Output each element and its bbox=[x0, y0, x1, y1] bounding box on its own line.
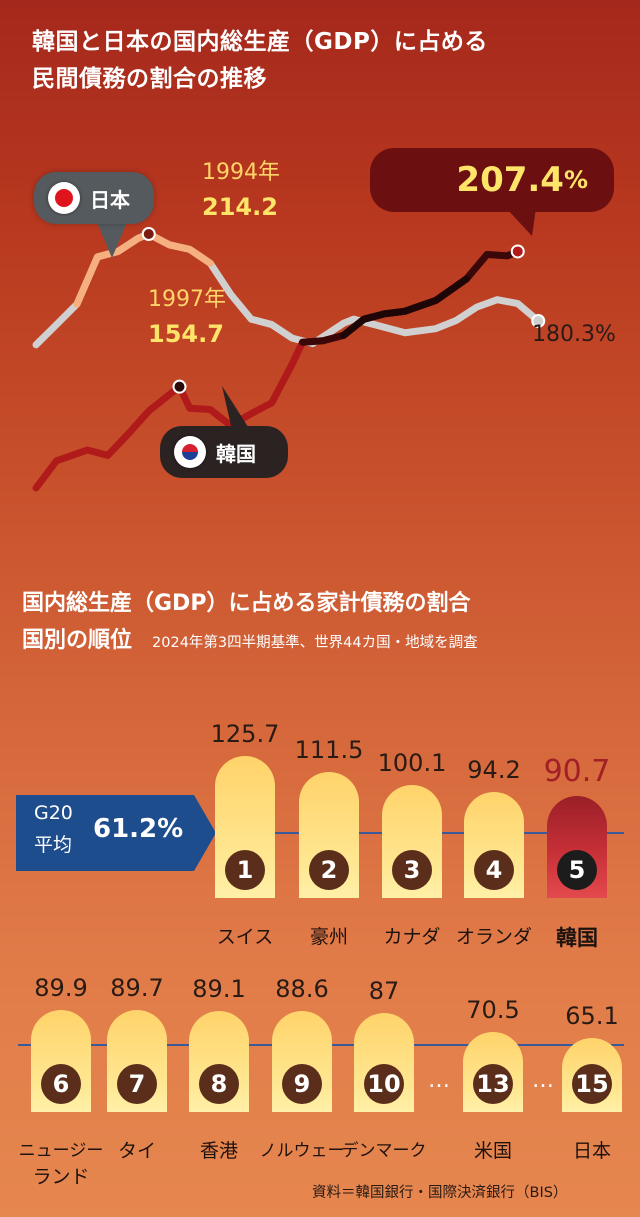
japan-peak-point bbox=[141, 227, 156, 241]
country-label: スイス bbox=[216, 926, 274, 948]
rank-badge: 7 bbox=[117, 1064, 157, 1104]
value-label: 88.6 bbox=[275, 975, 329, 1004]
japan-legend-bubble: 日本 bbox=[34, 172, 154, 224]
japan-end-value: 180.3% bbox=[532, 322, 616, 347]
g20-average-label-box bbox=[16, 795, 194, 871]
korea-1997-point bbox=[172, 379, 187, 394]
chart-title: 韓国と日本の国内総生産（GDP）に占める 民間債務の割合の推移 bbox=[32, 24, 488, 98]
rank-badge: 9 bbox=[282, 1064, 322, 1104]
line-chart bbox=[32, 208, 546, 492]
japan-bubble-tail bbox=[96, 220, 128, 258]
value-label: 89.7 bbox=[110, 974, 164, 1003]
korea-peak-year: 1997年 bbox=[148, 287, 226, 312]
country-label: 日本 bbox=[572, 1140, 611, 1162]
country-label: オランダ bbox=[455, 926, 532, 948]
section2-title-line2-text: 国別の順位 bbox=[22, 628, 133, 653]
ellipsis-2: … bbox=[532, 1068, 555, 1093]
chart-title-line2: 民間債務の割合の推移 bbox=[32, 66, 267, 92]
value-label: 94.2 bbox=[467, 755, 521, 784]
value-label: 90.7 bbox=[543, 753, 611, 789]
value-label: 89.1 bbox=[192, 974, 246, 1003]
korea-peak-value: 154.7 bbox=[148, 320, 224, 348]
japan-flag-icon bbox=[48, 182, 80, 214]
value-label: 65.1 bbox=[565, 1002, 619, 1031]
peak-bubble-tail bbox=[506, 208, 536, 236]
country-label: ニュージー bbox=[18, 1141, 104, 1161]
value-label: 87 bbox=[368, 977, 400, 1006]
korea-end-value-unit: % bbox=[563, 166, 588, 194]
value-label: 70.5 bbox=[466, 996, 520, 1024]
japan-end-point bbox=[531, 313, 546, 328]
g20-average-label: 平均 bbox=[34, 834, 73, 856]
rank-badge: 15 bbox=[572, 1064, 612, 1104]
value-label: 111.5 bbox=[294, 736, 364, 765]
rank-badge: 8 bbox=[199, 1064, 239, 1104]
japan-peak-value: 214.2 bbox=[202, 193, 278, 221]
country-label: 豪州 bbox=[309, 926, 348, 948]
korea-bubble-tail bbox=[222, 386, 250, 430]
rank-badge: 6 bbox=[41, 1064, 81, 1104]
rank-badge: 1 bbox=[225, 850, 265, 890]
country-label: 韓国 bbox=[556, 926, 598, 950]
g20-arrow bbox=[194, 795, 216, 871]
korea-legend-bubble: 韓国 bbox=[160, 426, 288, 478]
value-label: 89.9 bbox=[34, 974, 88, 1002]
country-label: デンマーク bbox=[341, 1141, 427, 1161]
source-note: 資料＝韓国銀行・国際決済銀行（BIS） bbox=[312, 1185, 568, 1201]
korea-legend-label: 韓国 bbox=[216, 441, 256, 466]
country-label: ノルウェー bbox=[259, 1141, 345, 1161]
rank-badge: 13 bbox=[473, 1064, 513, 1104]
g20-label: G20 bbox=[34, 802, 73, 824]
value-label: 125.7 bbox=[210, 720, 280, 748]
japan-legend-label: 日本 bbox=[90, 187, 130, 212]
value-label: 100.1 bbox=[377, 748, 447, 777]
section2-subtitle: 2024年第3四半期基準、世界44カ国・地域を調査 bbox=[152, 635, 478, 651]
country-label: 香港 bbox=[199, 1140, 238, 1162]
country-label: 米国 bbox=[473, 1140, 512, 1162]
korea-end-point bbox=[510, 244, 525, 259]
country-label: カナダ bbox=[383, 926, 441, 948]
rank-badge: 10 bbox=[364, 1064, 404, 1104]
korea-end-value-bubble: 207.4% bbox=[370, 148, 614, 212]
section2-title: 国内総生産（GDP）に占める家計債務の割合 国別の順位 2024年第3四半期基準、… bbox=[22, 585, 478, 662]
g20-average-value: 61.2% bbox=[93, 814, 184, 844]
korea-line-segment-1 bbox=[340, 275, 470, 339]
country-label: タイ bbox=[117, 1140, 156, 1162]
country-label: ランド bbox=[32, 1166, 90, 1188]
rank-badge: 3 bbox=[392, 850, 432, 890]
rank-badge: 4 bbox=[474, 850, 514, 890]
rank-badge: 5 bbox=[557, 850, 597, 890]
korea-flag-icon bbox=[174, 436, 206, 468]
ellipsis-1: … bbox=[428, 1068, 451, 1093]
japan-peak-year: 1994年 bbox=[202, 160, 280, 185]
chart-title-line1: 韓国と日本の国内総生産（GDP）に占める bbox=[32, 29, 488, 55]
section2-title-line2: 国別の順位 2024年第3四半期基準、世界44カ国・地域を調査 bbox=[22, 622, 478, 662]
section2-title-line1: 国内総生産（GDP）に占める家計債務の割合 bbox=[22, 591, 471, 616]
korea-end-value: 207.4 bbox=[456, 160, 564, 200]
rank-badge: 2 bbox=[309, 850, 349, 890]
